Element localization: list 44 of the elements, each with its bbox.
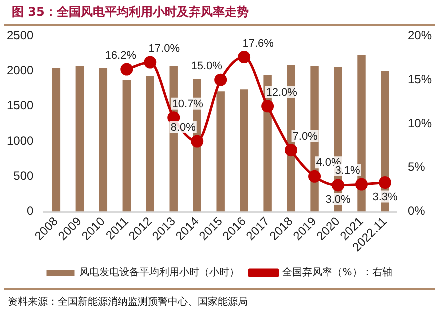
y2-tick-label: 15% [408,72,432,86]
point [144,56,157,69]
data-label: 3.0% [326,194,352,206]
point [356,178,368,191]
point [378,176,392,190]
data-label: 15.0% [191,60,223,73]
bar [146,76,154,212]
y2-tick-label: 20% [408,28,432,43]
bar [52,68,61,212]
y-tick-label: 2500 [6,28,34,43]
bar [122,80,132,212]
y-tick-label: 500 [14,168,34,183]
y2-tick-label: 0% [408,204,426,218]
bar [216,92,225,212]
legend-label: 全国弃风率（%）：右轴 [282,266,392,279]
point [332,179,345,192]
point [285,144,298,157]
bar [240,90,248,212]
bar [76,66,84,212]
data-label: 16.2% [105,50,137,62]
data-label: 8.0% [170,122,196,134]
legend-label: 风电发电设备平均利用小时（小时） [80,266,240,279]
point [308,170,322,183]
y-tick-label: 1000 [6,134,34,148]
point [262,100,274,113]
bar [99,68,108,212]
data-label: 12.0% [266,86,298,99]
point [168,112,180,124]
data-label: 7.0% [292,130,318,143]
data-label: 17.6% [242,38,274,50]
y-tick-label: 0 [27,204,34,218]
data-label: 3.3% [372,191,398,204]
y2-tick-label: 5% [408,160,426,174]
y-tick-label: 2000 [6,64,34,78]
point [120,63,134,76]
point [191,135,204,148]
text: 资料来源：全国新能源消纳监测预警中心、国家能源局 [4,288,435,314]
chart-title: 图 35：全国风电平均利用小时及弃风率走势 [4,0,435,26]
data-label: 10.7% [172,98,204,110]
data-label: 17.0% [148,43,180,56]
y-tick-label: 1500 [6,98,34,113]
point [214,74,228,86]
y2-tick-label: 10% [408,116,432,130]
point [238,51,251,64]
